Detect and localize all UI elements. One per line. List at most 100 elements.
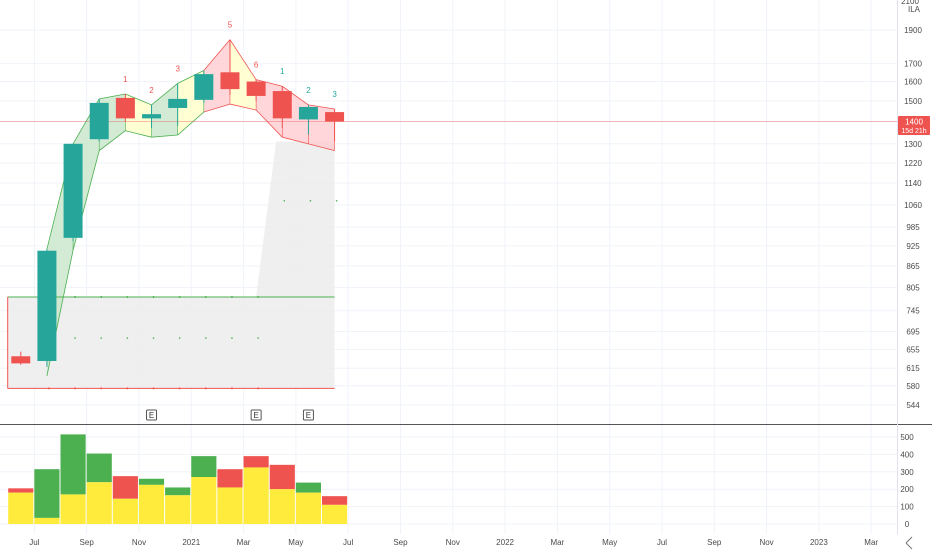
indicator-upper-line bbox=[151, 83, 178, 106]
indicator-upper-line bbox=[229, 39, 257, 80]
volume-series[interactable] bbox=[8, 434, 348, 524]
volume-tick-label: 100 bbox=[900, 503, 914, 512]
price-tick-label: 1220 bbox=[904, 159, 922, 168]
volume-bar-base[interactable] bbox=[112, 498, 138, 524]
volume-bar-base[interactable] bbox=[138, 484, 165, 524]
volume-bar-top[interactable] bbox=[138, 478, 165, 485]
sequence-count-label: 6 bbox=[254, 61, 259, 70]
price-tick-label: 805 bbox=[906, 283, 920, 292]
price-tick-label: 1300 bbox=[904, 140, 922, 149]
recent-level-dot bbox=[309, 199, 312, 202]
volume-bar-top[interactable] bbox=[34, 469, 60, 518]
candle-body[interactable] bbox=[142, 114, 162, 119]
indicator-lower-line bbox=[177, 111, 205, 136]
volume-bar-base[interactable] bbox=[217, 487, 243, 524]
range-mid-dot bbox=[152, 337, 155, 339]
time-tick-label: Jul bbox=[343, 538, 353, 547]
range-mid-dot bbox=[126, 337, 129, 339]
price-tick-label: 1140 bbox=[904, 179, 922, 188]
sequence-count-label: 2 bbox=[149, 86, 154, 95]
range-box bbox=[7, 296, 335, 389]
candle-body[interactable] bbox=[89, 102, 109, 140]
volume-bar-base[interactable] bbox=[191, 477, 217, 524]
candle-body[interactable] bbox=[115, 97, 135, 119]
volume-bar-base[interactable] bbox=[243, 467, 269, 524]
candle-body[interactable] bbox=[168, 98, 188, 108]
earnings-marker-box[interactable] bbox=[302, 409, 314, 421]
grid-lines bbox=[0, 0, 897, 534]
indicator-fills bbox=[7, 39, 335, 389]
last-price-countdown: 15d 21h bbox=[901, 128, 926, 135]
price-tick-label: 1900 bbox=[904, 26, 922, 35]
time-tick-label: Jul bbox=[29, 538, 39, 547]
range-bottom-dot bbox=[74, 387, 77, 390]
indicator-upper-line bbox=[99, 93, 126, 100]
range-top-dot bbox=[257, 295, 260, 298]
volume-bar-base[interactable] bbox=[269, 489, 295, 524]
range-bottom-dot bbox=[152, 387, 155, 390]
volume-bar-top[interactable] bbox=[243, 456, 269, 468]
indicator-lower-line bbox=[229, 103, 257, 111]
range-top-dot bbox=[204, 295, 207, 298]
volume-bar-top[interactable] bbox=[8, 488, 34, 493]
time-tick-label: 2023 bbox=[810, 538, 828, 547]
volume-bar-top[interactable] bbox=[322, 496, 348, 505]
volume-tick-label: 400 bbox=[900, 450, 914, 459]
price-tick-label: 580 bbox=[906, 382, 920, 391]
volume-bar-base[interactable] bbox=[295, 492, 321, 524]
range-bottom-dot bbox=[230, 387, 233, 390]
sequence-count-label: 3 bbox=[332, 90, 337, 99]
time-tick-label: Jul bbox=[657, 538, 667, 547]
time-tick-label: Nov bbox=[132, 538, 146, 547]
time-tick-label: May bbox=[602, 538, 617, 547]
volume-bar-base[interactable] bbox=[86, 482, 112, 524]
price-tick-label: 655 bbox=[906, 345, 920, 354]
indicator-upper-line bbox=[177, 70, 205, 84]
range-top-dot bbox=[230, 295, 233, 298]
candle-body[interactable] bbox=[246, 81, 266, 96]
volume-bar-base[interactable] bbox=[322, 504, 348, 524]
volume-bar-top[interactable] bbox=[217, 469, 243, 488]
volume-bar-top[interactable] bbox=[191, 456, 217, 478]
time-tick-label: Nov bbox=[446, 538, 460, 547]
volume-bar-base[interactable] bbox=[34, 517, 60, 524]
candle-body[interactable] bbox=[63, 143, 83, 238]
axes: 5445806156556957458058659259851060114012… bbox=[29, 26, 922, 547]
volume-bar-base[interactable] bbox=[8, 492, 34, 524]
candle-body[interactable] bbox=[11, 356, 31, 364]
earnings-marker-label: E bbox=[149, 411, 154, 420]
range-mid-dot bbox=[100, 337, 103, 339]
volume-bar-base[interactable] bbox=[60, 494, 86, 524]
range-bottom-dot bbox=[257, 387, 260, 390]
price-tick-label: 615 bbox=[906, 364, 920, 373]
candlestick-series[interactable] bbox=[11, 39, 345, 367]
indicator-lower-line bbox=[125, 130, 152, 138]
candle-body[interactable] bbox=[325, 112, 345, 122]
volume-bar-top[interactable] bbox=[269, 464, 295, 490]
volume-bar-top[interactable] bbox=[165, 487, 191, 496]
sequence-count-label: 1 bbox=[123, 75, 128, 84]
volume-bar-top[interactable] bbox=[295, 482, 321, 493]
volume-bar-top[interactable] bbox=[112, 476, 138, 499]
range-top-dot bbox=[178, 295, 181, 298]
indicator-lower-line bbox=[282, 136, 309, 145]
projection-zone bbox=[256, 141, 335, 297]
earnings-marker-box[interactable] bbox=[250, 409, 262, 421]
price-tick-label: 865 bbox=[906, 262, 920, 271]
candle-body[interactable] bbox=[298, 106, 318, 120]
candle-body[interactable] bbox=[220, 72, 240, 90]
volume-bar-top[interactable] bbox=[60, 434, 86, 495]
indicator-upper-line bbox=[282, 85, 309, 106]
scroll-to-realtime-button[interactable] bbox=[901, 534, 929, 550]
earnings-marker-box[interactable] bbox=[146, 409, 158, 421]
volume-bar-base[interactable] bbox=[165, 495, 191, 524]
range-bottom-dot bbox=[47, 387, 50, 390]
volume-bar-top[interactable] bbox=[86, 453, 112, 483]
indicator-lower-line bbox=[98, 130, 126, 151]
range-bottom-dot bbox=[126, 387, 129, 390]
candle-body[interactable] bbox=[37, 250, 57, 361]
candle-body[interactable] bbox=[194, 74, 214, 100]
candle-body[interactable] bbox=[272, 91, 292, 119]
